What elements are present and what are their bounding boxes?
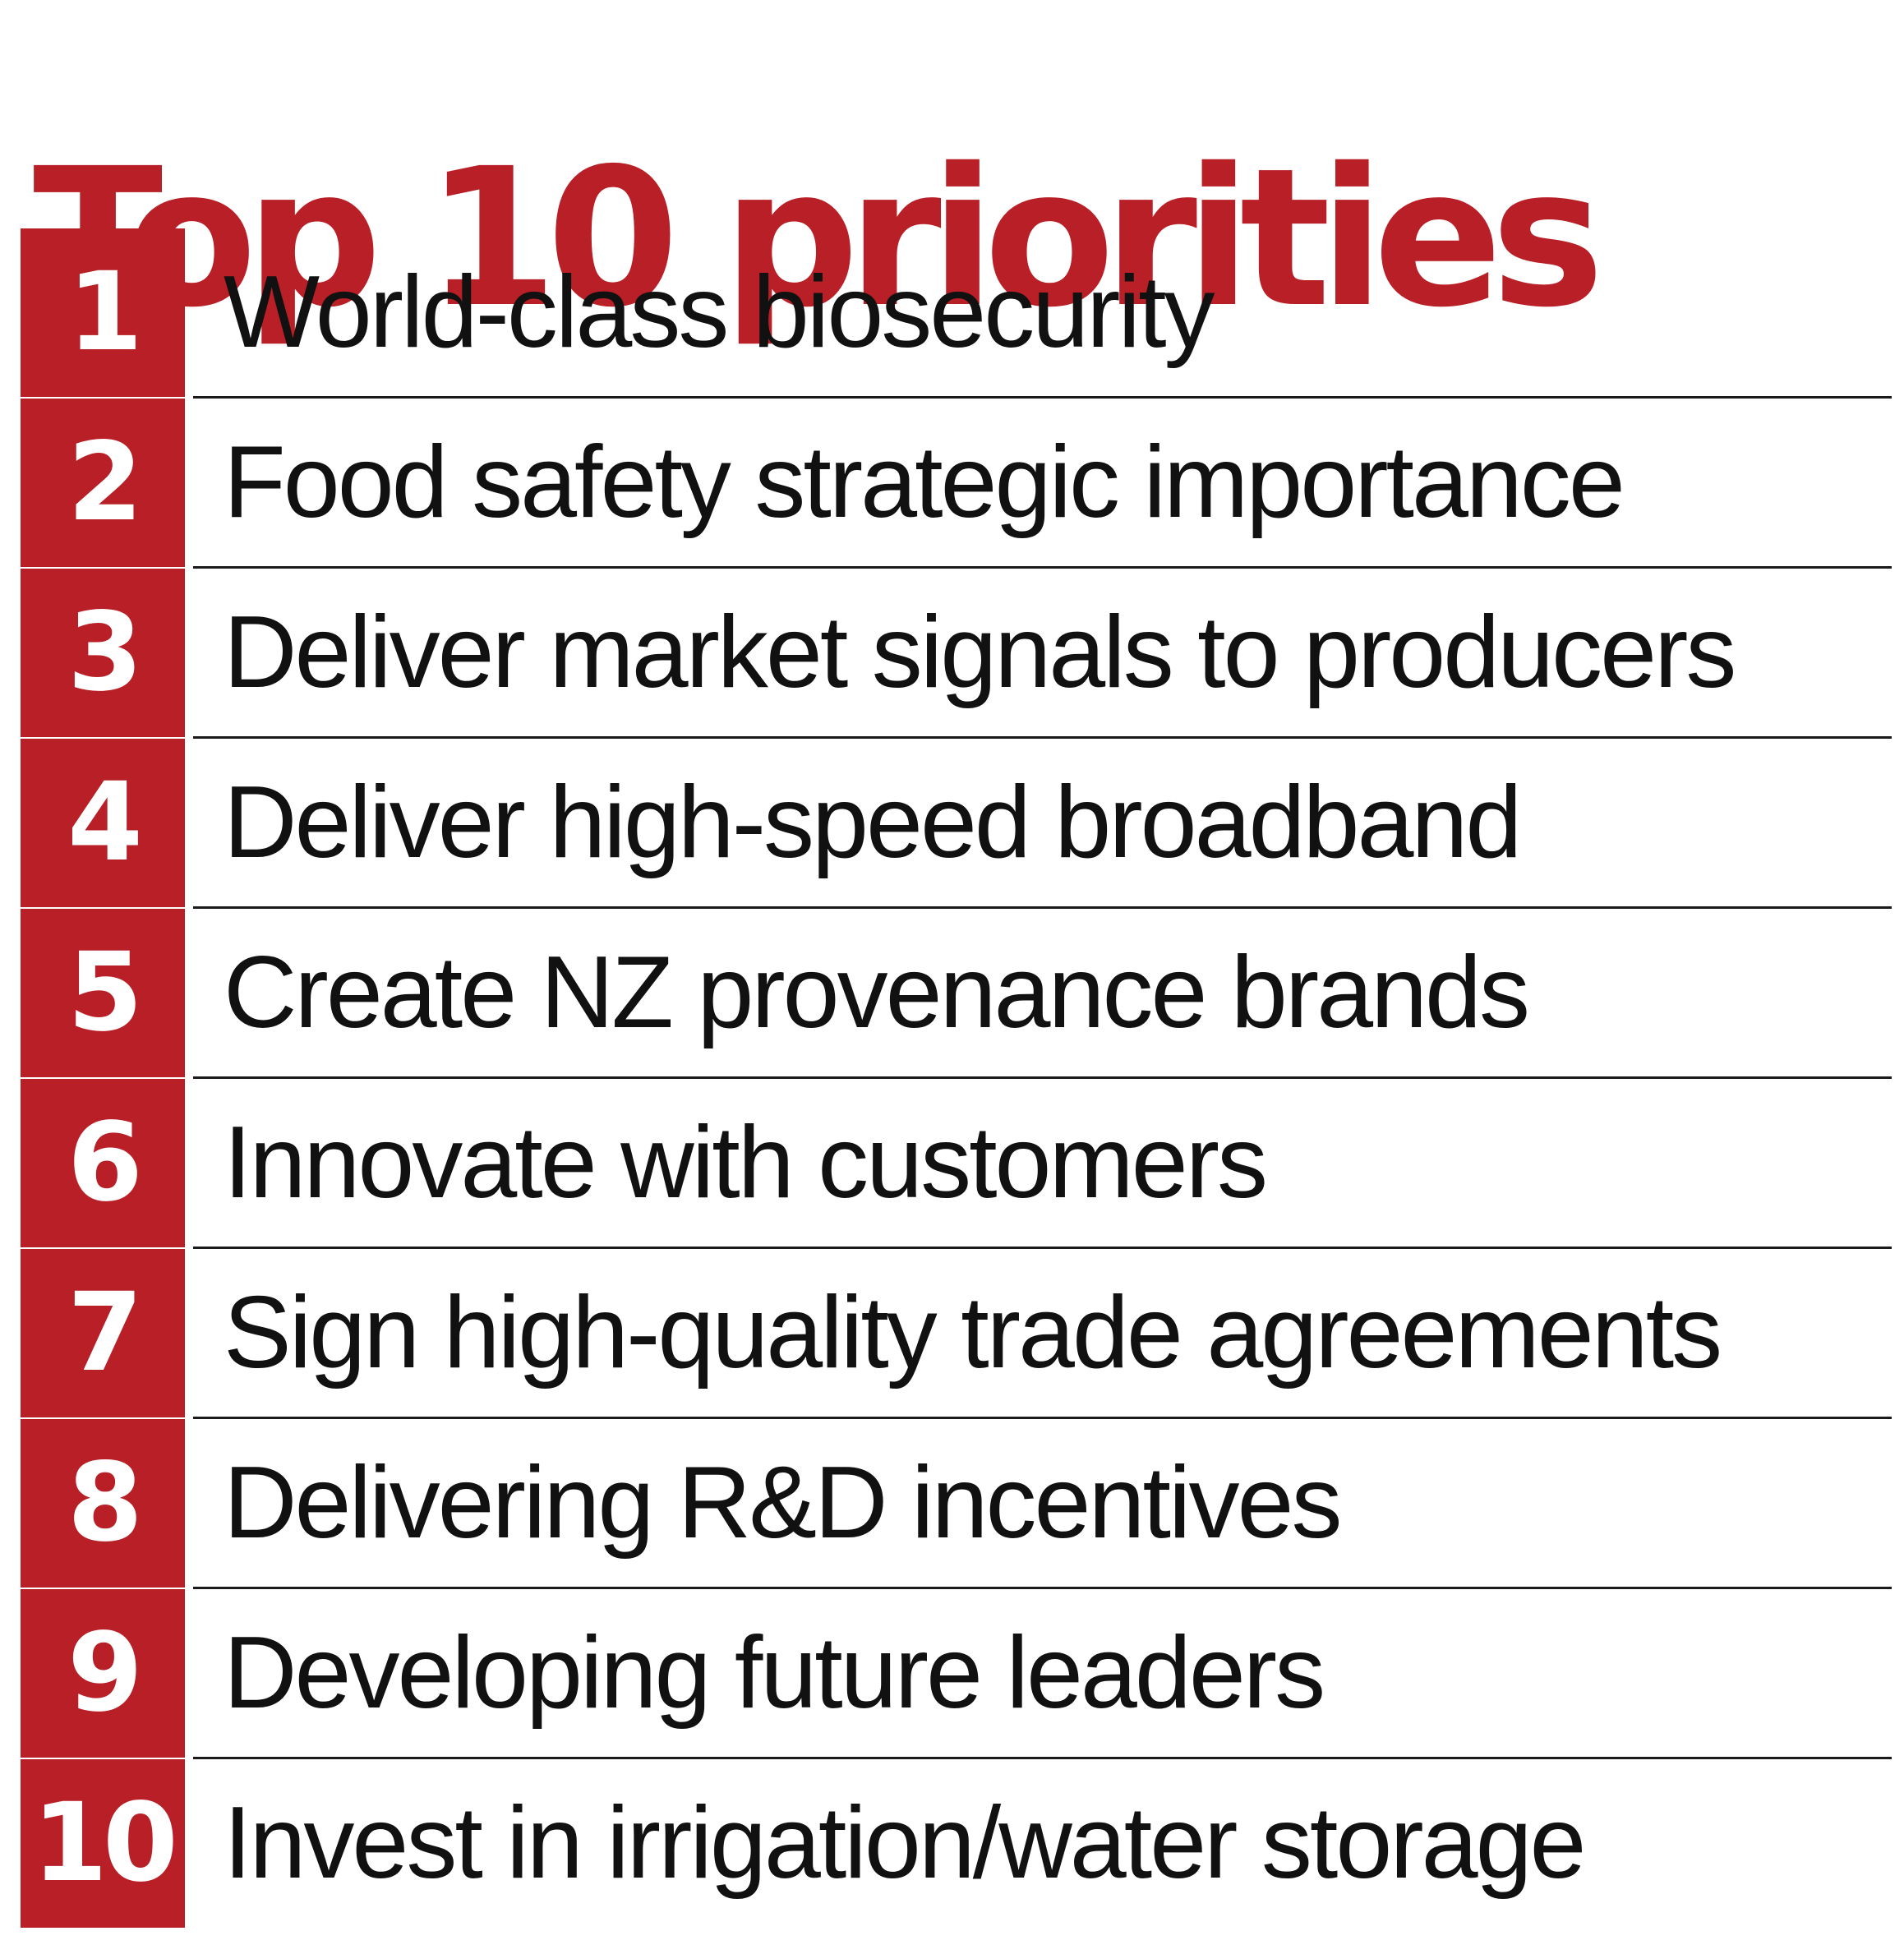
priority-label: Sign high-quality trade agreements bbox=[224, 1276, 1722, 1389]
rank-badge: 5 bbox=[21, 909, 185, 1077]
rank-badge: 1 bbox=[21, 228, 185, 397]
priority-label: Deliver high-speed broadband bbox=[224, 766, 1522, 879]
list-item: 6 Innovate with customers bbox=[21, 1079, 1892, 1249]
divider bbox=[193, 566, 1892, 569]
rank-badge: 8 bbox=[21, 1419, 185, 1588]
list-item: 8 Delivering R&D incentives bbox=[21, 1419, 1892, 1589]
priority-label: Delivering R&D incentives bbox=[224, 1446, 1342, 1560]
priority-label: Invest in irrigation/water storage bbox=[224, 1786, 1587, 1900]
rank-badge: 3 bbox=[21, 569, 185, 737]
priorities-list: 1 World-class biosecurity 2 Food safety … bbox=[21, 228, 1892, 1934]
list-item: 10 Invest in irrigation/water storage bbox=[21, 1759, 1892, 1928]
list-item: 7 Sign high-quality trade agreements bbox=[21, 1249, 1892, 1419]
list-item: 2 Food safety strategic importance bbox=[21, 399, 1892, 569]
priority-label: Innovate with customers bbox=[224, 1106, 1268, 1219]
priority-label: Developing future leaders bbox=[224, 1616, 1325, 1730]
priority-label: Create NZ provenance brands bbox=[224, 936, 1530, 1049]
priority-label: World-class biosecurity bbox=[224, 256, 1215, 369]
priority-label: Deliver market signals to producers bbox=[224, 596, 1736, 709]
rank-badge: 2 bbox=[21, 399, 185, 567]
divider bbox=[193, 736, 1892, 739]
divider bbox=[193, 1076, 1892, 1079]
rank-badge: 6 bbox=[21, 1079, 185, 1247]
divider bbox=[193, 1417, 1892, 1419]
list-item: 5 Create NZ provenance brands bbox=[21, 909, 1892, 1079]
page-title: Top 10 priorities bbox=[33, 127, 1604, 350]
list-item: 3 Deliver market signals to producers bbox=[21, 569, 1892, 739]
priority-label: Food safety strategic importance bbox=[224, 426, 1625, 539]
rank-badge: 10 bbox=[21, 1759, 185, 1928]
divider bbox=[193, 1587, 1892, 1589]
divider bbox=[193, 1757, 1892, 1759]
rank-badge: 4 bbox=[21, 739, 185, 907]
list-item: 4 Deliver high-speed broadband bbox=[21, 739, 1892, 909]
divider bbox=[193, 396, 1892, 399]
divider bbox=[193, 906, 1892, 909]
rank-badge: 7 bbox=[21, 1249, 185, 1417]
rank-badge: 9 bbox=[21, 1589, 185, 1758]
list-item: 1 World-class biosecurity bbox=[21, 228, 1892, 399]
list-item: 9 Developing future leaders bbox=[21, 1589, 1892, 1759]
divider bbox=[193, 1247, 1892, 1249]
